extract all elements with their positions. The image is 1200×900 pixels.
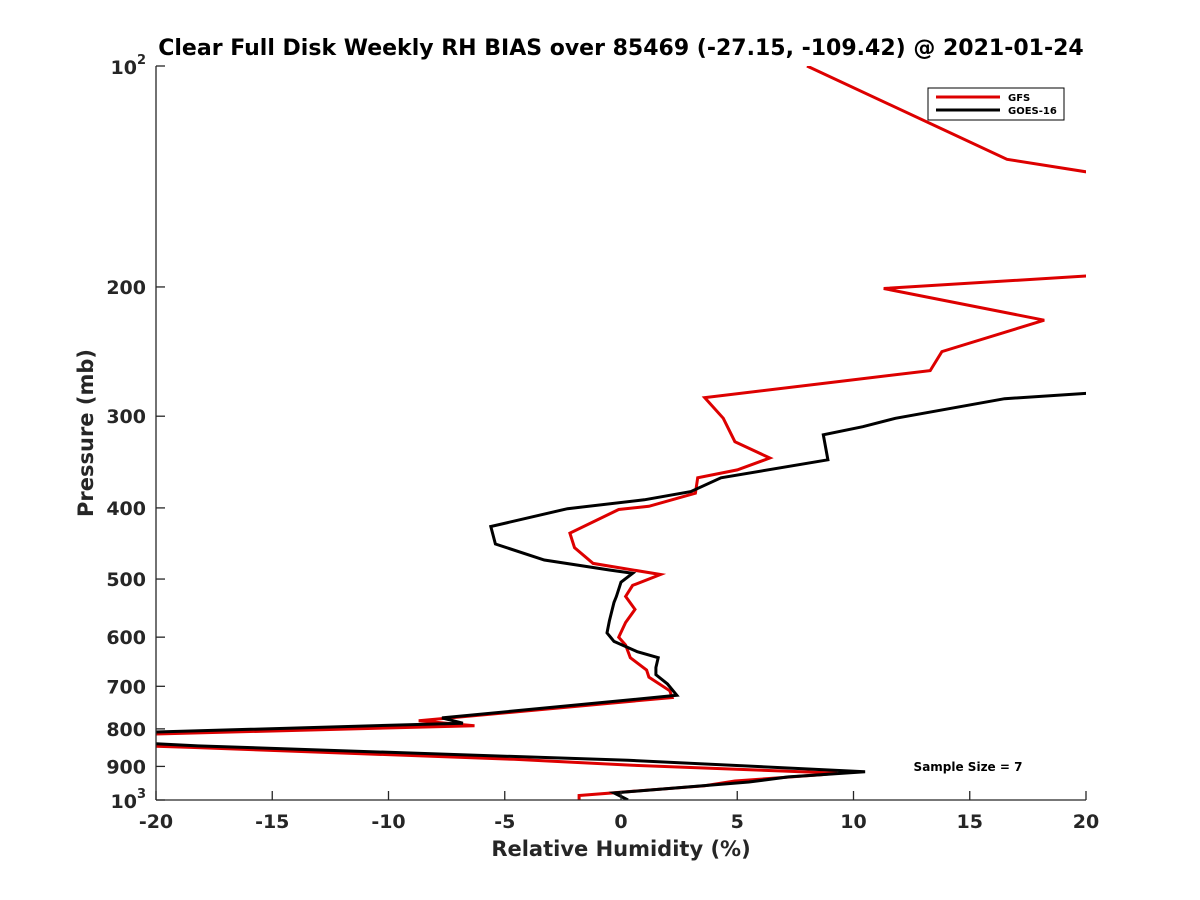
y-tick-label: 800 xyxy=(106,719,146,741)
x-tick-label: 10 xyxy=(840,811,866,833)
y-tick-label: 200 xyxy=(106,277,146,299)
y-tick-label: 103 xyxy=(111,787,147,813)
legend-box xyxy=(927,87,1065,121)
series-line-goes-16 xyxy=(156,391,1086,800)
x-tick-label: 15 xyxy=(957,811,983,833)
series-layer xyxy=(156,66,1086,800)
x-tick-label: -10 xyxy=(371,811,405,833)
x-axis-label: Relative Humidity (%) xyxy=(491,837,750,861)
y-tick-label: 700 xyxy=(106,676,146,698)
x-tick-label: 20 xyxy=(1073,811,1099,833)
y-tick-label: 600 xyxy=(106,627,146,649)
sample-size-annotation: Sample Size = 7 xyxy=(914,760,1023,774)
y-axis-label: Pressure (mb) xyxy=(74,349,98,517)
legend-entry: GFS xyxy=(1008,93,1030,104)
legend-entry: GOES-16 xyxy=(1008,106,1057,117)
y-tick-label: 400 xyxy=(106,498,146,520)
chart-title: Clear Full Disk Weekly RH BIAS over 8546… xyxy=(158,36,1083,61)
x-tick-label: -5 xyxy=(494,811,515,833)
x-tick-label: 0 xyxy=(614,811,627,833)
x-tick-label: -15 xyxy=(255,811,289,833)
plot-frame xyxy=(156,66,1086,800)
series-line-gfs xyxy=(156,66,1086,800)
axes-layer: -20 -15 -10 -5 0 5 10 15 20 102 200 300 400 500 600 700… xyxy=(106,53,1099,833)
y-tick-label: 500 xyxy=(106,569,146,591)
y-tick-label: 900 xyxy=(106,756,146,778)
legend: GFS GOES-16 xyxy=(927,87,1065,121)
x-tick-label: -20 xyxy=(139,811,173,833)
y-tick-label: 102 xyxy=(111,53,147,79)
x-tick-label: 5 xyxy=(731,811,744,833)
y-tick-label: 300 xyxy=(106,406,146,428)
